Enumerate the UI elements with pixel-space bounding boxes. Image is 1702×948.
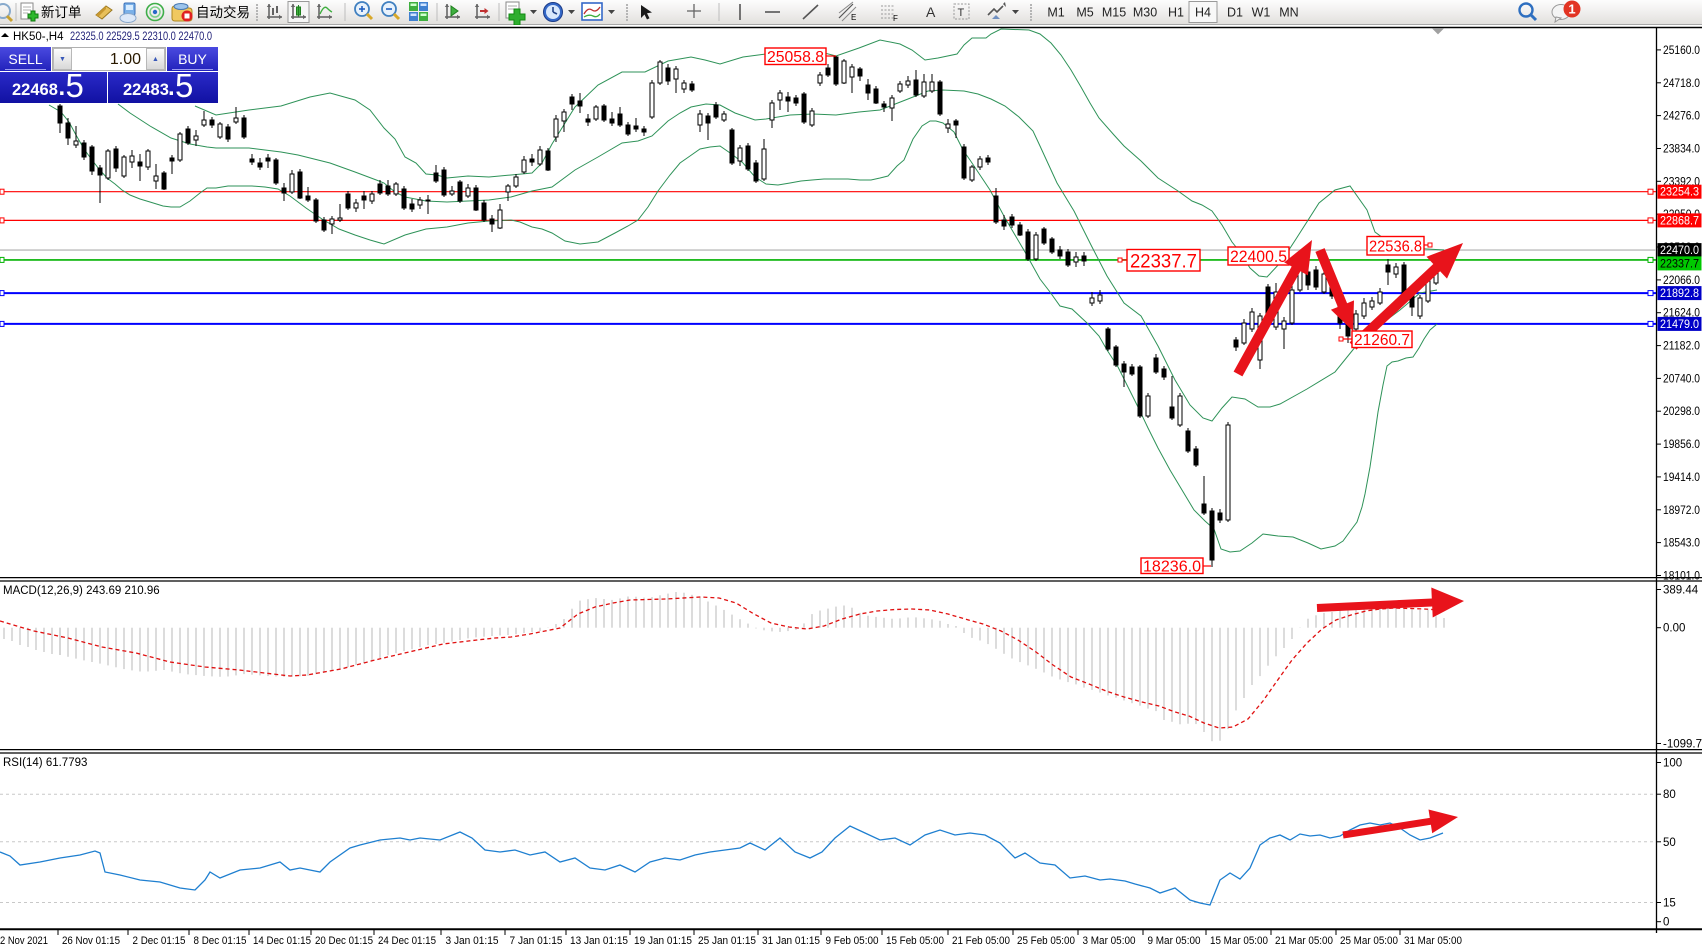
svg-text:新订单: 新订单 <box>41 5 82 20</box>
svg-text:22536.8: 22536.8 <box>1369 238 1422 255</box>
svg-text:7 Jan 01:15: 7 Jan 01:15 <box>510 935 563 947</box>
svg-text:W1: W1 <box>1252 6 1271 20</box>
svg-text:M15: M15 <box>1102 6 1126 20</box>
svg-text:M30: M30 <box>1133 6 1157 20</box>
svg-text:15 Mar 05:00: 15 Mar 05:00 <box>1210 935 1268 947</box>
svg-text:15: 15 <box>1663 898 1676 910</box>
svg-text:14 Dec 01:15: 14 Dec 01:15 <box>253 935 311 947</box>
svg-text:25160.0: 25160.0 <box>1663 45 1700 57</box>
svg-text:31 Mar 05:00: 31 Mar 05:00 <box>1404 935 1462 947</box>
svg-text:19856.0: 19856.0 <box>1663 439 1700 451</box>
svg-text:25 Feb 05:00: 25 Feb 05:00 <box>1017 935 1075 947</box>
svg-text:80: 80 <box>1663 789 1676 801</box>
svg-text:21624.0: 21624.0 <box>1663 308 1700 320</box>
svg-text:1: 1 <box>1568 2 1575 17</box>
svg-text:22066.0: 22066.0 <box>1663 275 1700 287</box>
svg-text:3 Mar 05:00: 3 Mar 05:00 <box>1083 935 1136 947</box>
svg-text:HK50-,H4: HK50-,H4 <box>13 31 64 43</box>
svg-text:21 Feb 05:00: 21 Feb 05:00 <box>952 935 1010 947</box>
svg-text:19 Jan 01:15: 19 Jan 01:15 <box>634 935 692 947</box>
svg-text:100: 100 <box>1663 758 1682 770</box>
svg-text:20298.0: 20298.0 <box>1663 406 1700 418</box>
svg-text:21892.8: 21892.8 <box>1660 288 1699 300</box>
svg-text:24276.0: 24276.0 <box>1663 111 1700 123</box>
svg-text:0.00: 0.00 <box>1663 623 1685 635</box>
svg-text:23254.3: 23254.3 <box>1660 187 1699 199</box>
svg-text:23834.0: 23834.0 <box>1663 144 1700 156</box>
svg-text:21182.0: 21182.0 <box>1663 341 1700 353</box>
svg-text:MACD(12,26,9) 243.69 210.96: MACD(12,26,9) 243.69 210.96 <box>3 585 160 597</box>
svg-text:18236.0: 18236.0 <box>1143 558 1201 575</box>
svg-text:25 Jan 01:15: 25 Jan 01:15 <box>698 935 756 947</box>
svg-text:21479.0: 21479.0 <box>1660 319 1699 331</box>
svg-text:31 Jan 01:15: 31 Jan 01:15 <box>762 935 820 947</box>
svg-text:13 Jan 01:15: 13 Jan 01:15 <box>570 935 628 947</box>
svg-text:18543.0: 18543.0 <box>1663 538 1700 550</box>
svg-text:19414.0: 19414.0 <box>1663 472 1700 484</box>
svg-text:26 Nov 01:15: 26 Nov 01:15 <box>62 935 120 947</box>
svg-text:25058.8: 25058.8 <box>767 49 824 66</box>
svg-text:21 Mar 05:00: 21 Mar 05:00 <box>1275 935 1333 947</box>
svg-text:20 Dec 01:15: 20 Dec 01:15 <box>315 935 373 947</box>
svg-text:50: 50 <box>1663 837 1676 849</box>
svg-text:22337.7: 22337.7 <box>1660 258 1699 270</box>
svg-text:H1: H1 <box>1168 6 1184 20</box>
svg-text:3 Jan 01:15: 3 Jan 01:15 <box>446 935 499 947</box>
svg-text:9 Feb 05:00: 9 Feb 05:00 <box>826 935 879 947</box>
svg-text:22400.5: 22400.5 <box>1230 248 1287 266</box>
svg-text:A: A <box>926 4 936 20</box>
svg-text:22325.0 22529.5 22310.0 22470.: 22325.0 22529.5 22310.0 22470.0 <box>70 31 212 43</box>
svg-text:M1: M1 <box>1047 6 1064 20</box>
svg-text:18101.0: 18101.0 <box>1663 571 1700 583</box>
svg-text:9 Mar 05:00: 9 Mar 05:00 <box>1148 935 1201 947</box>
svg-text:2 Dec 01:15: 2 Dec 01:15 <box>133 935 186 947</box>
svg-text:22868.7: 22868.7 <box>1660 215 1699 227</box>
svg-text:E: E <box>851 13 856 22</box>
svg-text:24 Dec 01:15: 24 Dec 01:15 <box>378 935 436 947</box>
svg-text:MN: MN <box>1279 6 1298 20</box>
svg-text:RSI(14) 61.7793: RSI(14) 61.7793 <box>3 757 87 769</box>
svg-text:F: F <box>893 14 898 23</box>
svg-text:T: T <box>958 7 965 19</box>
svg-text:22470.0: 22470.0 <box>1660 245 1699 257</box>
svg-text:H4: H4 <box>1195 6 1211 20</box>
svg-text:18972.0: 18972.0 <box>1663 505 1700 517</box>
svg-text:自动交易: 自动交易 <box>196 4 250 20</box>
svg-text:389.44: 389.44 <box>1663 585 1699 597</box>
svg-text:21260.7: 21260.7 <box>1354 332 1410 349</box>
svg-text:15 Feb 05:00: 15 Feb 05:00 <box>886 935 944 947</box>
svg-text:0: 0 <box>1663 917 1669 929</box>
svg-text:22337.7: 22337.7 <box>1130 250 1197 272</box>
svg-text:-1099.78: -1099.78 <box>1663 739 1702 751</box>
svg-text:20740.0: 20740.0 <box>1663 373 1700 385</box>
svg-text:M5: M5 <box>1076 6 1093 20</box>
svg-text:8 Dec 01:15: 8 Dec 01:15 <box>194 935 247 947</box>
svg-text:25 Mar 05:00: 25 Mar 05:00 <box>1340 935 1398 947</box>
svg-text:D1: D1 <box>1227 6 1243 20</box>
svg-text:2 Nov 2021: 2 Nov 2021 <box>0 935 48 947</box>
svg-text:24718.0: 24718.0 <box>1663 78 1700 90</box>
